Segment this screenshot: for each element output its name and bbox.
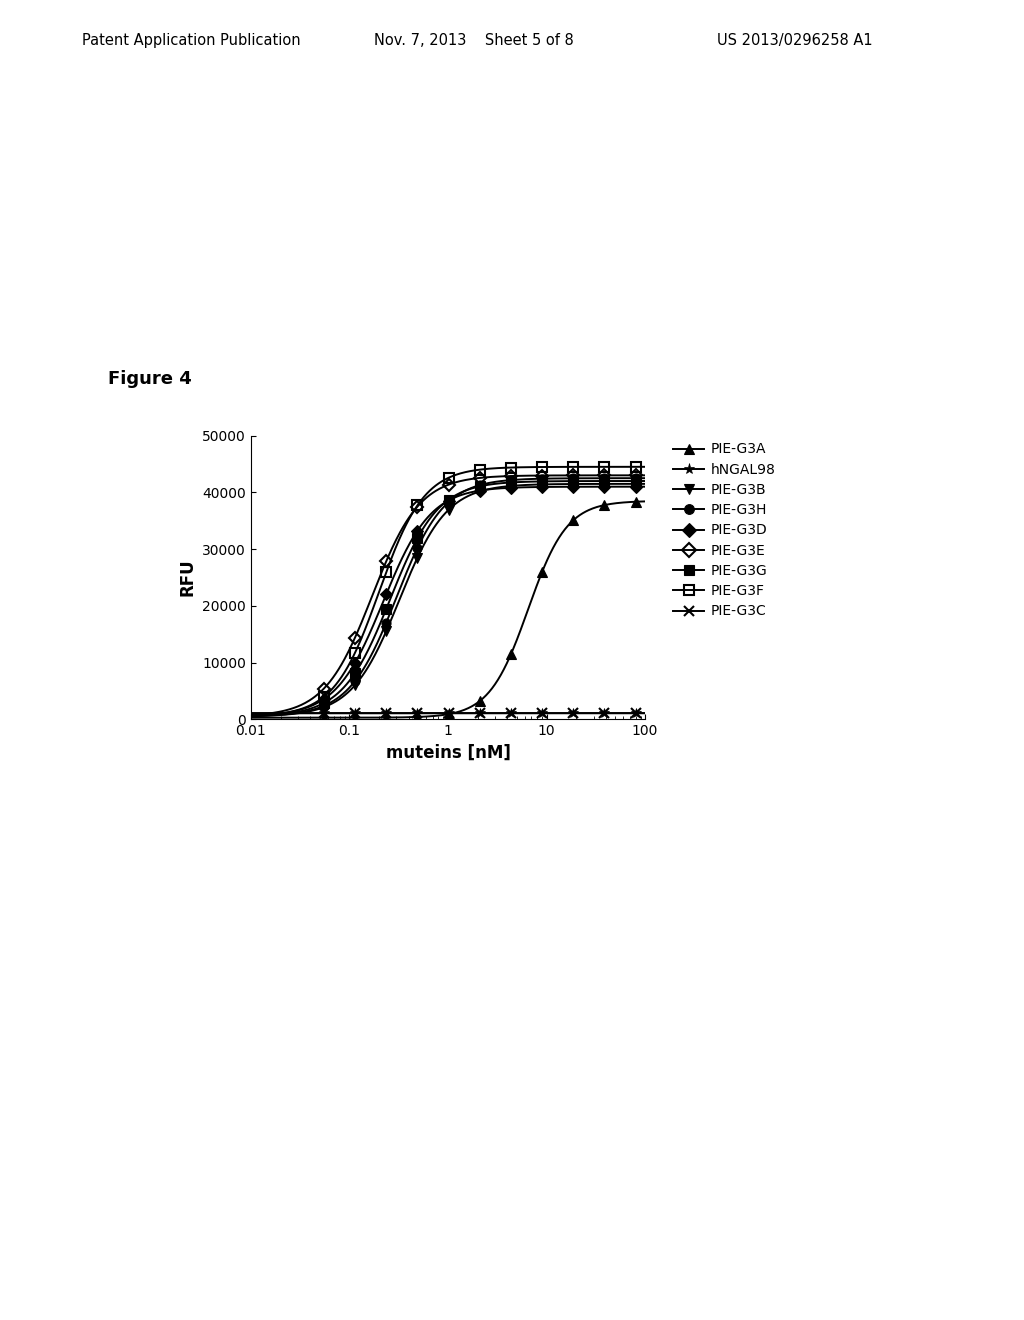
Legend: PIE-G3A, hNGAL98, PIE-G3B, PIE-G3H, PIE-G3D, PIE-G3E, PIE-G3G, PIE-G3F, PIE-G3C: PIE-G3A, hNGAL98, PIE-G3B, PIE-G3H, PIE-…	[668, 437, 781, 624]
Text: Nov. 7, 2013    Sheet 5 of 8: Nov. 7, 2013 Sheet 5 of 8	[374, 33, 573, 48]
Text: Figure 4: Figure 4	[108, 370, 191, 388]
Text: US 2013/0296258 A1: US 2013/0296258 A1	[717, 33, 872, 48]
Text: Patent Application Publication: Patent Application Publication	[82, 33, 301, 48]
X-axis label: muteins [nM]: muteins [nM]	[386, 743, 510, 762]
Y-axis label: RFU: RFU	[178, 558, 197, 597]
